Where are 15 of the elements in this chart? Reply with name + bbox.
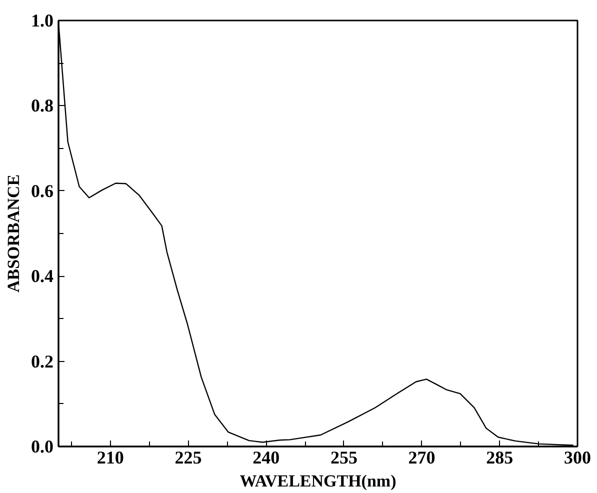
x-tick-label: 270 — [408, 448, 436, 468]
x-tick-label: 210 — [96, 448, 124, 468]
x-axis-title: WAVELENGTH(nm) — [240, 472, 396, 490]
y-tick-label: 0.0 — [31, 436, 54, 456]
x-tick-label: 255 — [330, 448, 358, 468]
y-tick-label: 0.8 — [31, 96, 54, 116]
y-tick-label: 0.4 — [31, 266, 54, 286]
y-axis-title: ABSORBANCE — [4, 174, 23, 293]
x-tick-label: 285 — [486, 448, 514, 468]
y-tick-label: 1.0 — [31, 10, 54, 30]
x-tick-label: 240 — [252, 448, 280, 468]
x-tick-label: 300 — [564, 448, 591, 468]
y-tick-label: 0.2 — [31, 351, 54, 372]
x-tick-label: 225 — [174, 448, 202, 468]
y-tick-label: 0.6 — [31, 180, 54, 201]
